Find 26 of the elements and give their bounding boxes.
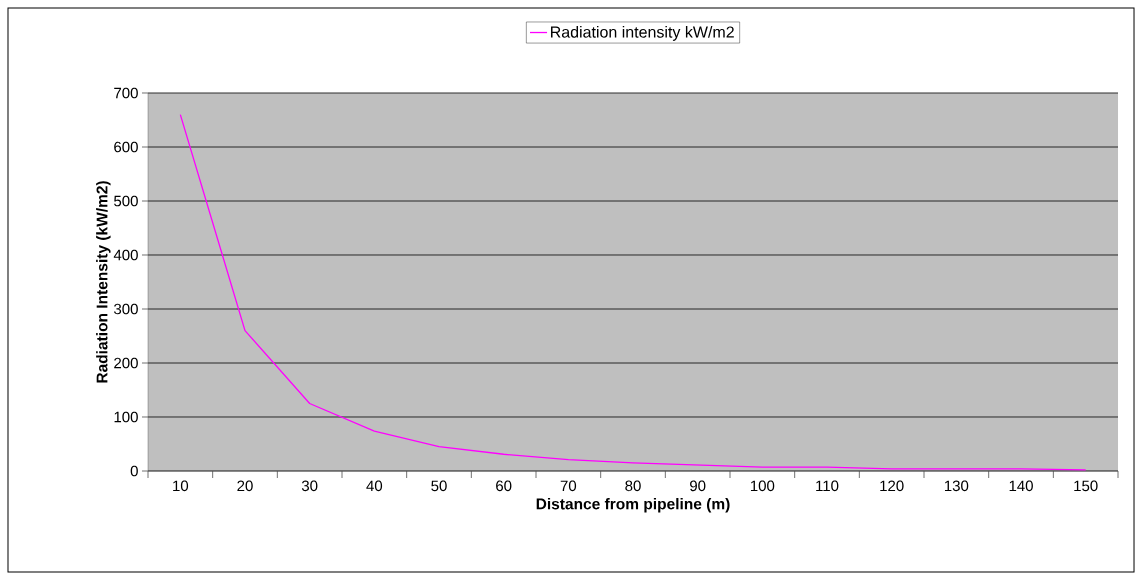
y-axis-title: Radiation Intensity (kW/m2) — [96, 181, 111, 383]
legend-label: Radiation intensity kW/m2 — [551, 25, 734, 41]
y-tick-label: 0 — [130, 465, 138, 477]
x-axis-title: Distance from pipeline (m) — [536, 498, 730, 513]
x-tick-label: 100 — [750, 480, 775, 492]
y-tick-label: 100 — [114, 411, 138, 423]
y-tick-label: 600 — [114, 141, 138, 153]
x-tick-label: 10 — [173, 480, 189, 492]
y-tick-label: 200 — [114, 357, 138, 369]
x-tick-label: 40 — [366, 480, 383, 492]
x-tick-label: 130 — [944, 480, 969, 492]
x-tick-label: 60 — [496, 480, 512, 492]
x-tick-label: 80 — [625, 480, 641, 492]
x-tick-label: 90 — [690, 480, 706, 492]
x-tick-label: 20 — [237, 480, 253, 492]
x-tick-label: 30 — [301, 480, 318, 492]
y-tick-label: 700 — [114, 87, 138, 99]
x-tick-label: 150 — [1074, 480, 1098, 492]
y-tick-label: 300 — [114, 303, 138, 315]
x-tick-label: 50 — [431, 480, 447, 492]
x-tick-label: 110 — [816, 480, 839, 492]
y-tick-label: 400 — [113, 249, 138, 261]
x-tick-label: 140 — [1009, 480, 1033, 492]
y-tick-label: 500 — [114, 195, 138, 207]
x-tick-label: 70 — [560, 480, 577, 492]
x-tick-label: 120 — [880, 480, 904, 492]
